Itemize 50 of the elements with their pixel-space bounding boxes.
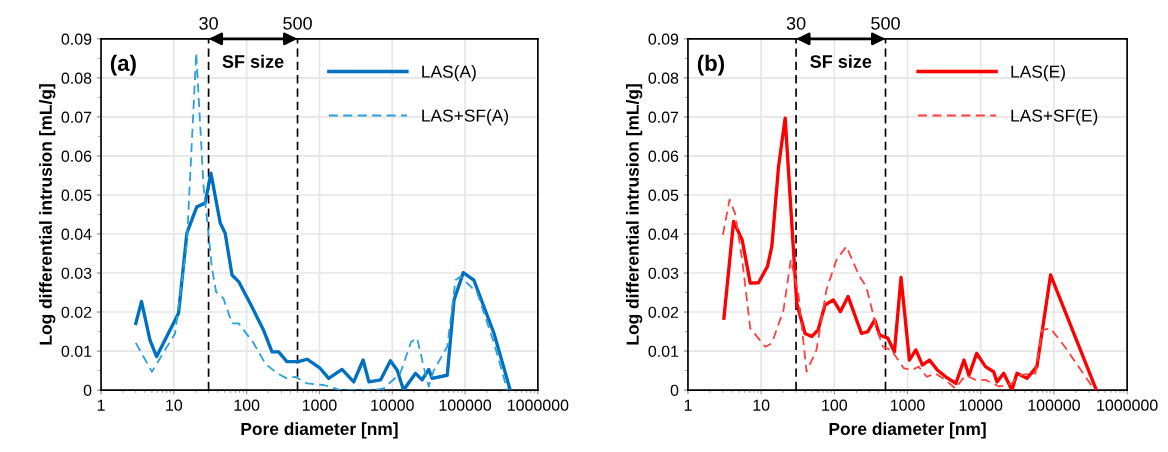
x-tick-label: 1000000 — [1097, 399, 1158, 411]
x-tick-label: 10 — [166, 399, 183, 411]
x-tick-label: 10 — [753, 399, 770, 411]
x-tick-label: 100000 — [439, 399, 492, 411]
x-tick-label: 100 — [822, 399, 848, 411]
annotation: (b) — [697, 54, 724, 76]
y-tick-label: 0.04 — [648, 228, 679, 240]
y-tick-label: 0.08 — [61, 72, 92, 84]
y-tick-label: 0.06 — [648, 150, 679, 162]
ref-line-label: 500 — [283, 16, 312, 30]
x-axis-title: Pore diameter [nm] — [829, 422, 986, 439]
x-axis-title: Pore diameter [nm] — [241, 422, 398, 439]
y-tick-label: 0.09 — [648, 33, 679, 45]
y-tick-label: 0.04 — [61, 228, 92, 240]
x-tick-label: 10000 — [959, 399, 1003, 411]
legend-label: LAS(E) — [1011, 65, 1065, 82]
y-tick-label: 0.02 — [648, 306, 679, 318]
y-tick-label: 0.01 — [648, 345, 679, 357]
ref-line-label: 500 — [871, 16, 900, 30]
y-tick-label: 0.07 — [648, 111, 679, 123]
x-tick-label: 1000 — [890, 399, 925, 411]
y-tick-label: 0 — [83, 384, 92, 397]
x-tick-label: 10000 — [371, 399, 414, 411]
x-tick-label: 1 — [684, 399, 692, 411]
y-axis-title: Log differential intrusion [mL/g] — [626, 84, 643, 345]
legend-label: LAS+SF(E) — [1011, 108, 1098, 126]
x-tick-label: 1 — [97, 399, 105, 411]
y-tick-label: 0.01 — [61, 345, 92, 357]
y-tick-label: 0.02 — [61, 306, 92, 318]
x-tick-label: 100000 — [1028, 399, 1080, 411]
y-tick-label: 0.08 — [648, 72, 679, 84]
y-tick-label: 0.07 — [61, 111, 92, 123]
ref-line-label: 30 — [199, 16, 218, 30]
x-tick-label: 1000000 — [507, 399, 569, 411]
y-tick-label: 0.09 — [61, 33, 92, 45]
annotation: SF size — [810, 54, 872, 68]
annotation: (a) — [110, 54, 136, 76]
x-tick-label: 100 — [234, 399, 260, 411]
legend-label: LAS(A) — [422, 65, 476, 82]
y-tick-label: 0.05 — [61, 189, 92, 201]
ref-line-label: 30 — [786, 16, 806, 30]
y-tick-label: 0.03 — [648, 267, 679, 279]
y-axis-title: Log differential intrusion [mL/g] — [39, 84, 56, 345]
y-tick-label: 0.06 — [61, 150, 92, 162]
y-tick-label: 0.03 — [61, 267, 92, 279]
annotation: SF size — [222, 54, 284, 68]
x-tick-label: 1000 — [302, 399, 337, 411]
legend-label: LAS+SF(A) — [422, 108, 509, 126]
y-tick-label: 0 — [670, 384, 679, 397]
y-tick-label: 0.05 — [648, 189, 679, 201]
